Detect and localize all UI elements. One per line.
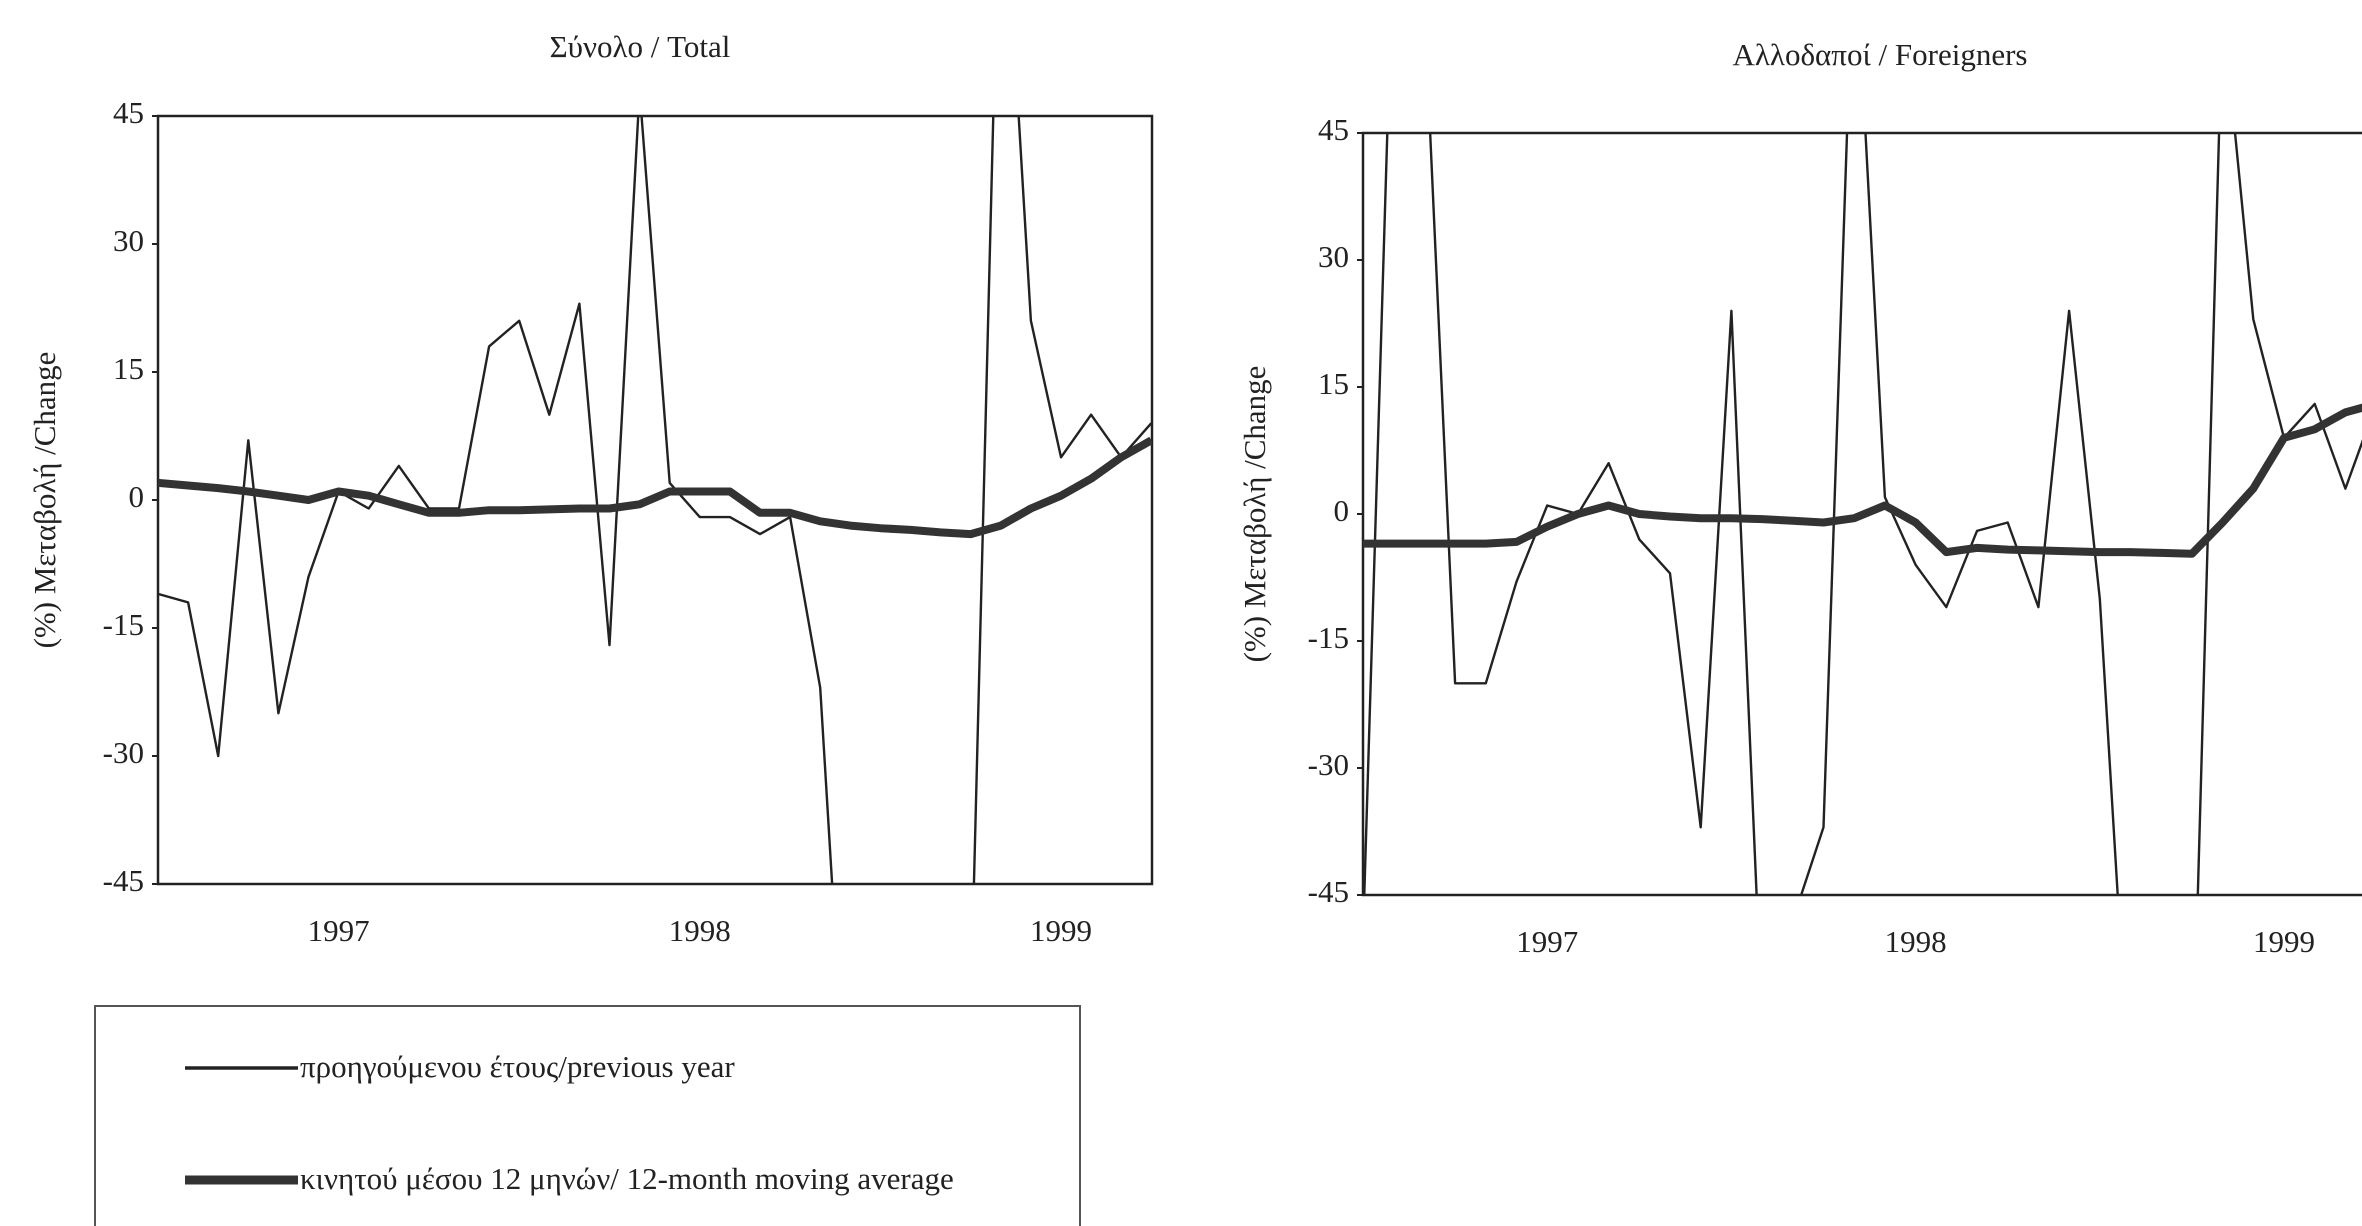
y-tick-label: 30	[113, 223, 144, 258]
y-tick-label: -45	[1308, 874, 1349, 909]
x-tick-label: 1999	[1030, 913, 1092, 948]
chart-title: Αλλοδαποί / Foreigners	[1733, 37, 2028, 72]
x-tick-label: 1999	[2253, 924, 2315, 959]
y-tick-label: -30	[103, 735, 144, 770]
y-tick-label: -45	[103, 863, 144, 898]
x-tick-label: 1997	[308, 913, 370, 948]
chart-title: Σύνολο / Total	[550, 29, 731, 64]
y-tick-label: -30	[1308, 747, 1349, 782]
y-tick-label: 15	[1318, 366, 1349, 401]
x-tick-label: 1998	[1885, 924, 1947, 959]
legend-label: προηγούμενου έτους/previous year	[300, 1049, 735, 1084]
data-line	[1363, 403, 2362, 558]
y-tick-label: 15	[113, 351, 144, 386]
y-tick-label: 0	[129, 479, 145, 514]
y-tick-label: 30	[1318, 239, 1349, 274]
plot-area	[158, 116, 1152, 884]
data-line	[158, 436, 1152, 539]
legend-box	[94, 1005, 1081, 1226]
y-axis-label: (%) Μεταβολή /Change	[27, 352, 62, 649]
data-line	[158, 116, 1152, 884]
y-tick-label: -15	[1308, 620, 1349, 655]
x-tick-label: 1998	[669, 913, 731, 948]
x-tick-label: 1997	[1516, 924, 1578, 959]
y-tick-label: 0	[1334, 493, 1350, 528]
y-axis-label: (%) Μεταβολή /Change	[1237, 366, 1272, 663]
y-tick-label: 45	[1318, 112, 1349, 147]
y-tick-label: -15	[103, 607, 144, 642]
data-line	[1363, 133, 2362, 895]
legend-label: κινητού μέσου 12 μηνών/ 12-month moving …	[300, 1161, 954, 1196]
y-tick-label: 45	[113, 95, 144, 130]
plot-area	[1363, 133, 2362, 895]
